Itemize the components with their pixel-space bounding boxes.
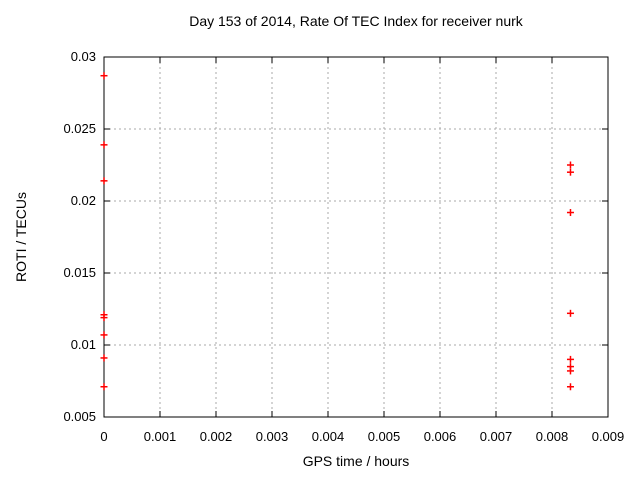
x-tick-label: 0.009 [591, 429, 625, 444]
x-tick-label: 0 [100, 429, 108, 444]
x-tick-label: 0.006 [423, 429, 457, 444]
y-tick-label: 0.015 [63, 265, 96, 280]
x-tick-label: 0.001 [143, 429, 177, 444]
y-tick-label: 0.025 [63, 121, 96, 136]
chart-title: Day 153 of 2014, Rate Of TEC Index for r… [189, 13, 523, 29]
x-tick-label: 0.007 [479, 429, 513, 444]
y-axis-title: ROTI / TECUs [13, 192, 29, 282]
x-tick-label: 0.005 [367, 429, 401, 444]
x-tick-label: 0.004 [311, 429, 345, 444]
x-tick-label: 0.003 [255, 429, 289, 444]
x-tick-label: 0.008 [535, 429, 569, 444]
plot-border [103, 56, 609, 418]
y-tick-label: 0.03 [70, 49, 96, 64]
x-tick-label: 0.002 [199, 429, 233, 444]
y-tick-label: 0.01 [70, 337, 96, 352]
x-axis-title: GPS time / hours [302, 453, 410, 469]
y-tick-label: 0.02 [70, 193, 96, 208]
y-tick-label: 0.005 [63, 409, 96, 424]
